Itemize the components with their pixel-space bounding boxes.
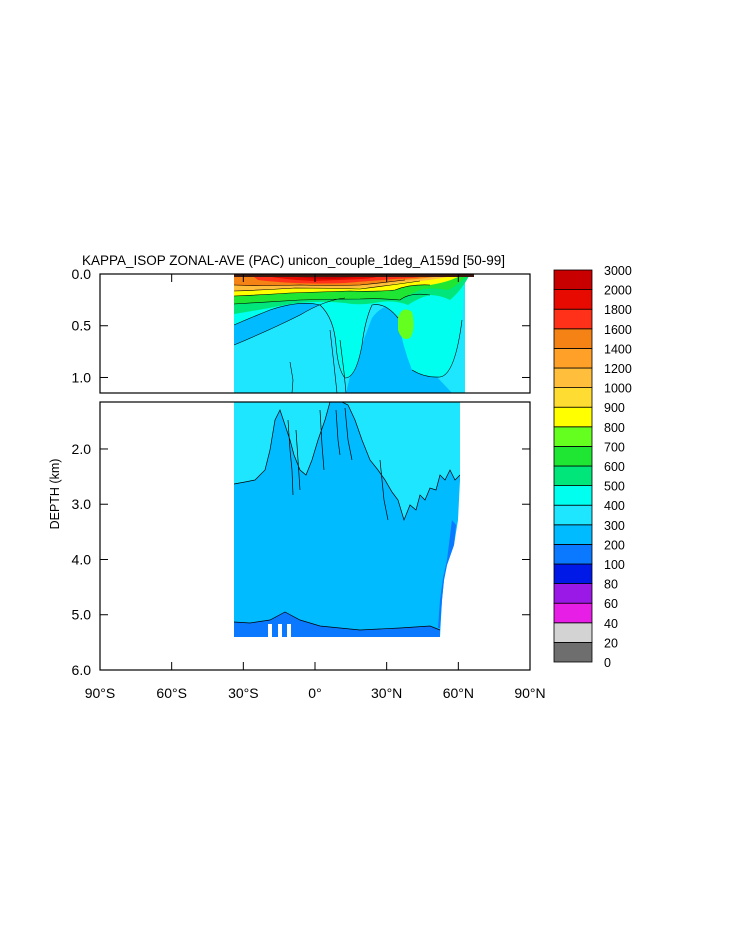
colorbar-level-label: 1000 bbox=[604, 382, 632, 396]
colorbar-level-label: 100 bbox=[604, 558, 625, 572]
x-tick-label: 0° bbox=[308, 685, 321, 701]
colorbar-swatch bbox=[553, 308, 593, 330]
chart-title: KAPPA_ISOP ZONAL-AVE (PAC) unicon_couple… bbox=[82, 253, 505, 268]
colorbar-swatch bbox=[553, 328, 593, 349]
colorbar-swatch bbox=[553, 445, 593, 467]
colorbar-level-label: 40 bbox=[604, 617, 618, 631]
seafloor-gap-3 bbox=[287, 624, 291, 638]
colorbar-swatch bbox=[553, 387, 593, 408]
colorbar-level-label: 300 bbox=[604, 519, 625, 533]
north-pacific-maximum bbox=[398, 309, 414, 339]
x-tick-label: 90°N bbox=[514, 685, 545, 701]
lower-y-tick-label: 2.0 bbox=[72, 441, 92, 457]
upper-panel bbox=[99, 273, 531, 394]
lower-contour-field bbox=[233, 402, 461, 638]
lower-contour-lines bbox=[233, 402, 461, 631]
colorbar-swatch bbox=[553, 544, 593, 565]
x-tick-label: 30°N bbox=[371, 685, 402, 701]
colorbar-swatch bbox=[553, 426, 593, 447]
colorbar-swatch bbox=[553, 289, 593, 310]
colorbar-level-label: 600 bbox=[604, 460, 625, 474]
colorbar-swatch bbox=[553, 642, 593, 663]
colorbar-swatch bbox=[553, 602, 593, 624]
upper-y-tick-label: 1.0 bbox=[72, 369, 92, 385]
lower-panel bbox=[99, 401, 531, 671]
colorbar-swatch bbox=[553, 406, 593, 428]
lower-y-tick-label: 6.0 bbox=[72, 662, 92, 678]
seafloor-gap-2 bbox=[278, 624, 282, 638]
lower-y-tick-label: 4.0 bbox=[72, 551, 92, 567]
x-tick-label: 60°N bbox=[443, 685, 474, 701]
colorbar-swatch bbox=[553, 504, 593, 526]
colorbar-level-label: 1400 bbox=[604, 342, 632, 356]
colorbar-level-label: 2000 bbox=[604, 284, 632, 298]
colorbar-level-label: 800 bbox=[604, 421, 625, 435]
colorbar-level-label: 60 bbox=[604, 597, 618, 611]
x-axis: 90°S 60°S 30°S 0° 30°N 60°N 90°N bbox=[85, 274, 546, 701]
lower-band-200 bbox=[234, 612, 440, 637]
northern-wall-200 bbox=[438, 520, 456, 628]
colorbar-level-label: 1200 bbox=[604, 362, 632, 376]
y-axis: 0.0 0.5 1.0 2.0 3.0 4.0 5.0 6.0 bbox=[72, 266, 530, 678]
colorbar-level-label: 80 bbox=[604, 578, 618, 592]
colorbar-level-label: 200 bbox=[604, 538, 625, 552]
colorbar-level-label: 400 bbox=[604, 499, 625, 513]
colorbar-level-label: 700 bbox=[604, 440, 625, 454]
y-axis-label: DEPTH (km) bbox=[48, 459, 62, 530]
upper-y-tick-label: 0.5 bbox=[72, 318, 92, 334]
upper-contour-lines bbox=[233, 279, 463, 393]
colorbar-level-label: 900 bbox=[604, 401, 625, 415]
colorbar: 0 20 40 60 80 100 200 300 400 500 600 700 800 900 1000… bbox=[553, 264, 632, 670]
colorbar-swatch bbox=[553, 622, 593, 643]
colorbar-swatch bbox=[553, 583, 593, 604]
x-tick-label: 60°S bbox=[156, 685, 187, 701]
colorbar-swatch bbox=[553, 563, 593, 585]
upper-y-tick-label: 0.0 bbox=[72, 266, 92, 282]
colorbar-level-label: 1800 bbox=[604, 303, 632, 317]
colorbar-swatch bbox=[553, 485, 593, 506]
lower-y-tick-label: 3.0 bbox=[72, 496, 92, 512]
colorbar-swatch bbox=[553, 269, 593, 291]
x-tick-label: 30°S bbox=[228, 685, 259, 701]
colorbar-level-label: 1600 bbox=[604, 323, 632, 337]
seafloor-gap-1 bbox=[268, 624, 272, 638]
colorbar-level-label: 20 bbox=[604, 636, 618, 650]
colorbar-swatch bbox=[553, 347, 593, 369]
lower-band-400 bbox=[234, 402, 460, 520]
colorbar-level-label: 0 bbox=[604, 656, 611, 670]
colorbar-level-label: 500 bbox=[604, 480, 625, 494]
lower-y-tick-label: 5.0 bbox=[72, 607, 92, 623]
x-tick-label: 90°S bbox=[85, 685, 116, 701]
colorbar-level-label: 3000 bbox=[604, 264, 632, 278]
surface-layer bbox=[234, 274, 474, 277]
colorbar-swatch bbox=[553, 524, 593, 545]
colorbar-swatch bbox=[553, 465, 593, 487]
colorbar-swatch bbox=[553, 367, 593, 389]
upper-contour-field bbox=[233, 274, 474, 393]
